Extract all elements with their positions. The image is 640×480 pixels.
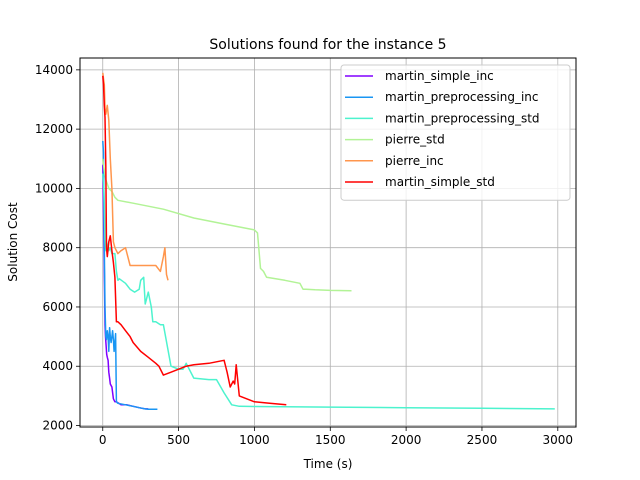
legend-label: pierre_std [385, 133, 445, 147]
legend-label: martin_preprocessing_std [385, 111, 540, 125]
x-tick-label: 1500 [315, 433, 346, 447]
plot-frame [79, 57, 577, 428]
ticks: 0 500 1000 1500 2000 2500 3000 2000 4000 6000 8000… [35, 63, 573, 447]
x-tick-label: 0 [99, 433, 107, 447]
x-tick-label: 2000 [391, 433, 422, 447]
x-tick-label: 500 [167, 433, 190, 447]
y-tick-label: 14000 [35, 63, 73, 77]
y-tick-label: 12000 [35, 122, 73, 136]
x-tick-label: 2500 [467, 433, 498, 447]
chart-title: Solutions found for the instance 5 [209, 37, 446, 53]
y-tick-label: 6000 [42, 300, 73, 314]
legend-label: martin_simple_inc [385, 69, 494, 83]
y-tick-label: 8000 [42, 241, 73, 255]
y-tick-label: 10000 [35, 181, 73, 195]
y-tick-label: 2000 [42, 419, 73, 433]
legend: martin_simple_inc martin_preprocessing_in… [340, 64, 571, 201]
legend-label: martin_preprocessing_inc [385, 90, 539, 104]
series-layer [102, 72, 555, 410]
legend-box [340, 64, 571, 201]
y-tick-label: 4000 [42, 359, 73, 373]
grid [80, 58, 576, 427]
series-line-martin-preprocessing-std [102, 173, 555, 410]
x-tick-label: 3000 [543, 433, 574, 447]
legend-label: martin_simple_std [385, 175, 495, 189]
legend-label: pierre_inc [385, 154, 444, 168]
x-axis-label: Time (s) [303, 457, 353, 471]
series-line-pierre-std [102, 158, 352, 292]
series-line-martin-simple-std [102, 75, 287, 406]
series-line-martin-preprocessing-inc [102, 140, 158, 410]
series-line-pierre-inc [102, 72, 169, 281]
y-axis-label: Solution Cost [6, 202, 20, 282]
x-tick-label: 1000 [239, 433, 270, 447]
